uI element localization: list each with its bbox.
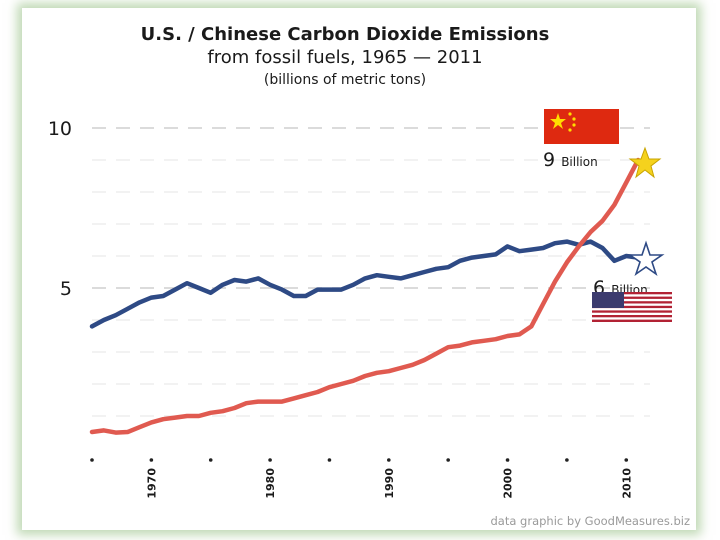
chart-units: (billions of metric tons) — [264, 72, 426, 88]
x-axis: 1970 1980 1990 2000 2010 — [90, 458, 633, 499]
x-tick-mark — [387, 458, 391, 462]
x-tick-mark — [149, 458, 154, 462]
series — [89, 157, 641, 435]
china-annotation: 9 Billion — [543, 149, 598, 171]
us-flag-icon — [592, 292, 672, 322]
china-amount: 9 — [543, 149, 555, 171]
chart-svg: U.S. / Chinese Carbon Dioxide Emissions … — [48, 24, 691, 528]
chart-subtitle: from fossil fuels, 1965 — 2011 — [207, 47, 482, 68]
x-tick-mark — [446, 458, 450, 462]
x-tick-label: 1980 — [264, 468, 277, 499]
x-tick-mark — [565, 458, 569, 462]
x-tick-label: 2010 — [620, 468, 633, 499]
x-tick-label: 2000 — [502, 468, 515, 499]
credit-text: data graphic by GoodMeasures.biz — [491, 514, 691, 528]
china-flag-icon — [544, 109, 619, 144]
x-tick-mark — [505, 458, 510, 462]
x-tick-mark — [208, 458, 213, 462]
china-unit: Billion — [561, 155, 598, 169]
chart-title: U.S. / Chinese Carbon Dioxide Emissions — [141, 24, 550, 45]
y-axis: 10 5 — [48, 118, 72, 300]
x-tick-mark — [268, 458, 272, 462]
series-line-united-states — [89, 239, 641, 329]
y-tick-label: 10 — [48, 118, 72, 140]
x-tick-label: 1990 — [383, 468, 396, 499]
x-tick-label: 1970 — [145, 468, 158, 499]
china-star-icon — [628, 146, 662, 179]
series-line-china — [89, 157, 641, 435]
x-tick-mark — [624, 458, 629, 462]
x-tick-mark — [90, 458, 94, 462]
y-tick-label: 5 — [60, 278, 72, 300]
chart-frame: U.S. / Chinese Carbon Dioxide Emissions … — [22, 8, 696, 530]
us-star-icon — [627, 240, 665, 277]
x-tick-mark — [327, 458, 332, 462]
